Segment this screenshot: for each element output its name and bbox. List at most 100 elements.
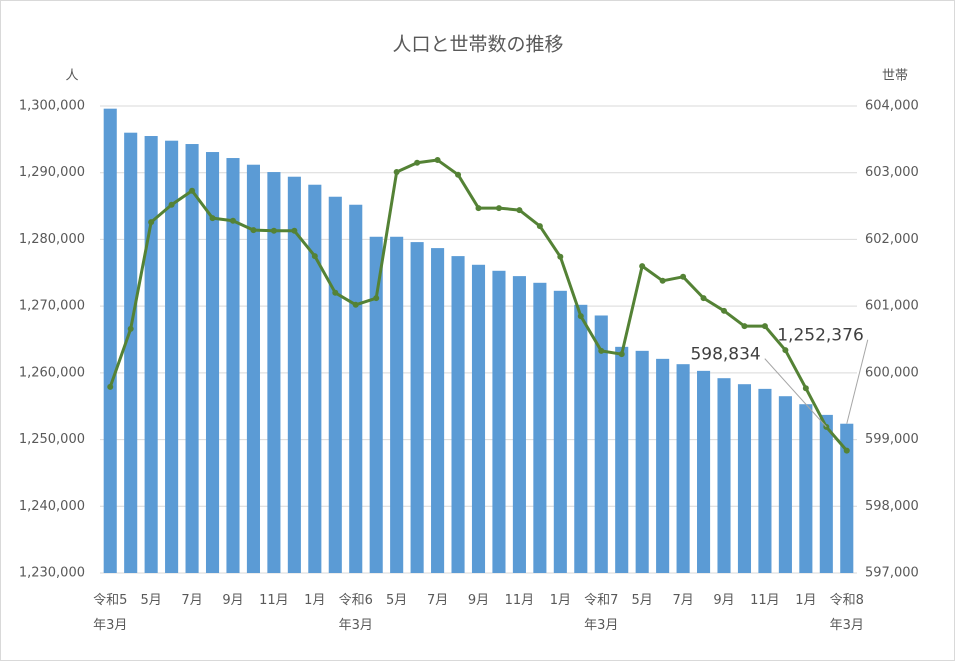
line-point	[332, 289, 339, 296]
x-tick-label: 7月	[181, 593, 203, 608]
x-tick-label: 11月	[750, 593, 780, 608]
x-tick-label: 11月	[504, 593, 535, 608]
x-tick-label: 令和8 年3月	[829, 593, 864, 633]
bar	[697, 370, 711, 573]
y2-tick-label: 602,000	[865, 232, 919, 247]
bar	[533, 282, 547, 573]
bar	[737, 384, 752, 573]
line-point	[536, 223, 543, 230]
leader-line	[846, 339, 869, 424]
bar	[103, 108, 117, 573]
y-tick-label: 1,240,000	[19, 499, 85, 514]
bar	[492, 270, 506, 573]
line-point	[127, 325, 134, 332]
x-tick-label: 令和6 年3月	[338, 593, 373, 633]
bar	[717, 378, 731, 573]
line-point	[598, 347, 605, 354]
x-tick-label: 7月	[672, 593, 694, 608]
x-tick-label: 5月	[140, 593, 162, 608]
data-label: 598,834	[690, 345, 760, 365]
line-point	[455, 171, 462, 178]
line-point	[843, 447, 850, 454]
bar	[144, 136, 158, 573]
bar	[594, 315, 608, 573]
line-point	[107, 383, 114, 390]
bar	[553, 290, 567, 573]
y-tick-label: 1,280,000	[19, 232, 85, 247]
line-point	[475, 205, 482, 212]
bar	[512, 276, 526, 573]
line-point	[209, 215, 216, 222]
bar	[165, 140, 179, 574]
x-tick-label: 7月	[426, 593, 449, 608]
bar	[656, 358, 670, 573]
bar	[635, 350, 649, 573]
line-point	[741, 323, 748, 330]
bar	[574, 304, 588, 573]
data-label: 1,252,376	[777, 326, 864, 346]
line-point	[250, 227, 257, 234]
bar	[226, 158, 240, 573]
line-point	[168, 201, 175, 208]
line-point	[639, 263, 646, 270]
bar	[246, 164, 260, 574]
x-tick-label: 11月	[259, 593, 289, 608]
chart-title: 人口と世帯数の推移	[392, 34, 563, 56]
line-point	[761, 323, 768, 330]
bar	[328, 196, 342, 573]
bar	[758, 388, 772, 573]
y-tick-label: 1,270,000	[19, 299, 85, 314]
bar	[431, 248, 445, 573]
line-point	[516, 207, 523, 214]
bar	[205, 152, 220, 574]
y2-tick-label: 600,000	[865, 365, 919, 380]
x-tick-label: 5月	[631, 593, 653, 608]
bar	[778, 396, 792, 573]
x-tick-label: 1月	[795, 593, 817, 608]
bar	[349, 204, 363, 574]
y2-tick-label: 599,000	[865, 432, 919, 447]
line-point	[618, 351, 625, 358]
bar	[369, 236, 383, 573]
bar	[124, 132, 138, 573]
leader-line	[764, 358, 827, 428]
line-point	[802, 385, 809, 392]
line-point	[291, 227, 298, 234]
line-point	[373, 295, 380, 302]
x-tick-label: 1月	[549, 593, 571, 608]
y-axis-title: 人	[65, 69, 78, 84]
line-point	[700, 295, 707, 302]
bar	[451, 256, 465, 573]
x-tick-label: 令和5 年3月	[93, 593, 128, 633]
line-point	[229, 217, 236, 224]
line-point	[270, 227, 277, 234]
bar	[840, 423, 854, 573]
x-tick-label: 令和7 年3月	[584, 593, 619, 633]
y2-tick-label: 598,000	[865, 499, 919, 514]
line-point	[352, 301, 359, 308]
line-point	[434, 157, 441, 164]
bar	[799, 404, 813, 573]
line-point	[148, 219, 155, 226]
bar	[615, 346, 629, 573]
bar	[819, 414, 833, 573]
bar	[185, 144, 199, 573]
x-tick-label: 9月	[222, 593, 244, 608]
y2-tick-label: 603,000	[865, 165, 919, 180]
line-point	[311, 253, 318, 260]
bar	[410, 242, 424, 573]
line-point	[414, 159, 421, 166]
x-tick-label: 9月	[713, 593, 735, 608]
x-tick-label: 1月	[304, 593, 326, 608]
y-tick-label: 1,260,000	[19, 365, 85, 380]
y-tick-label: 1,230,000	[19, 566, 85, 581]
y2-tick-label: 604,000	[865, 99, 919, 114]
bar	[390, 236, 404, 573]
line-point	[189, 187, 196, 194]
line-point	[557, 253, 564, 260]
line-point	[577, 313, 584, 320]
line-point	[721, 307, 728, 314]
bar	[308, 184, 322, 574]
